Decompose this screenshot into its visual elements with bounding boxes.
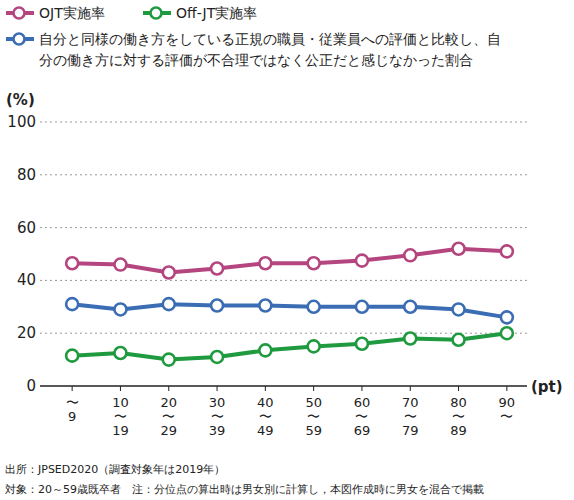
grid-line: [40, 174, 527, 175]
series-point: [163, 354, 175, 366]
series-point: [163, 266, 175, 278]
series-point: [308, 301, 320, 313]
series-line: [72, 333, 507, 359]
series-point: [308, 257, 320, 269]
note: 出所：JPSED2020（調査対象年は2019年）: [5, 463, 225, 476]
y-tick-label: 0: [26, 377, 36, 395]
legend-marker: [151, 8, 162, 19]
x-tick-label: 10〜19: [112, 395, 129, 438]
y-axis-label: (%): [6, 91, 35, 109]
x-tick: [361, 386, 362, 391]
series-point: [259, 344, 271, 356]
y-tick-label: 60: [17, 219, 36, 237]
x-tick: [72, 386, 73, 391]
grid-line: [40, 122, 527, 123]
legend-item: OJT実施率: [5, 3, 135, 24]
y-tick-label: 80: [17, 166, 36, 184]
grid-line: [40, 227, 527, 228]
x-tick-label: 40〜49: [257, 395, 274, 438]
y-tick-label: 40: [17, 271, 36, 289]
series-point: [66, 298, 78, 310]
x-tick-label: 50〜59: [305, 395, 322, 438]
series-point: [501, 311, 513, 323]
x-tick: [313, 386, 314, 391]
x-tick-label: 20〜29: [160, 395, 177, 438]
y-tick-label: 20: [17, 324, 36, 342]
series-point: [501, 245, 513, 257]
series-point: [356, 301, 368, 313]
x-tick: [506, 386, 507, 391]
grid-line: [40, 333, 527, 334]
series-point: [259, 257, 271, 269]
series-line: [72, 249, 507, 273]
series-point: [453, 334, 465, 346]
series-point: [404, 301, 416, 313]
series-point: [211, 299, 223, 311]
series-point: [211, 263, 223, 275]
x-tick-label: 70〜79: [402, 395, 419, 438]
series-point: [163, 298, 175, 310]
legend-icon: [5, 3, 37, 23]
legend-icon: [5, 29, 37, 49]
series-point: [114, 303, 126, 315]
x-axis-line: [40, 385, 527, 387]
x-tick: [265, 386, 266, 391]
grid-line: [40, 280, 527, 281]
series-point: [211, 351, 223, 363]
note: 対象：20～59歳既卒者 注：分位点の算出時は男女別に計算し，本図作成時に男女を…: [5, 483, 484, 496]
legend-item: 自分と同様の働き方をしている正規の職員・従業員への評価と比較し、自分の働き方に対…: [5, 29, 565, 71]
legend-label: 自分と同様の働き方をしている正規の職員・従業員への評価と比較し、自分の働き方に対…: [39, 29, 501, 71]
series-point: [404, 249, 416, 261]
series-point: [259, 299, 271, 311]
series-point: [66, 257, 78, 269]
legend-marker: [14, 34, 25, 45]
x-axis-label: (pt): [531, 378, 563, 396]
series-point: [66, 350, 78, 362]
series-line: [72, 304, 507, 317]
series-point: [453, 303, 465, 315]
x-tick-label: 〜9: [66, 395, 79, 424]
series-point: [114, 347, 126, 359]
series-point: [501, 327, 513, 339]
series-point: [356, 255, 368, 267]
series-point: [114, 259, 126, 271]
chart-svg: 0 20 40 60 80 100 (%) (pt) 〜9 10〜19 20〜29 30〜39 40〜4…: [0, 0, 574, 500]
series-point: [453, 243, 465, 255]
legend-label: Off-JT実施率: [176, 3, 257, 24]
legend-marker: [14, 8, 25, 19]
x-tick: [410, 386, 411, 391]
x-tick-label: 30〜39: [209, 395, 226, 438]
x-tick-label: 80〜89: [450, 395, 467, 438]
series-point: [404, 332, 416, 344]
x-tick: [120, 386, 121, 391]
y-tick-label: 100: [7, 113, 36, 131]
x-tick: [458, 386, 459, 391]
x-tick-label: 60〜69: [354, 395, 371, 438]
x-tick: [217, 386, 218, 391]
x-tick-label: 90〜: [499, 395, 516, 424]
plot-area: [66, 243, 513, 366]
chart-root: 0 20 40 60 80 100 (%) (pt) 〜9 10〜19 20〜29 30〜39 40〜4…: [0, 0, 574, 500]
legend-label: OJT実施率: [39, 3, 105, 24]
legend-item: Off-JT実施率: [142, 3, 342, 24]
legend-icon: [142, 3, 174, 23]
series-point: [356, 338, 368, 350]
series-point: [308, 340, 320, 352]
x-tick: [168, 386, 169, 391]
